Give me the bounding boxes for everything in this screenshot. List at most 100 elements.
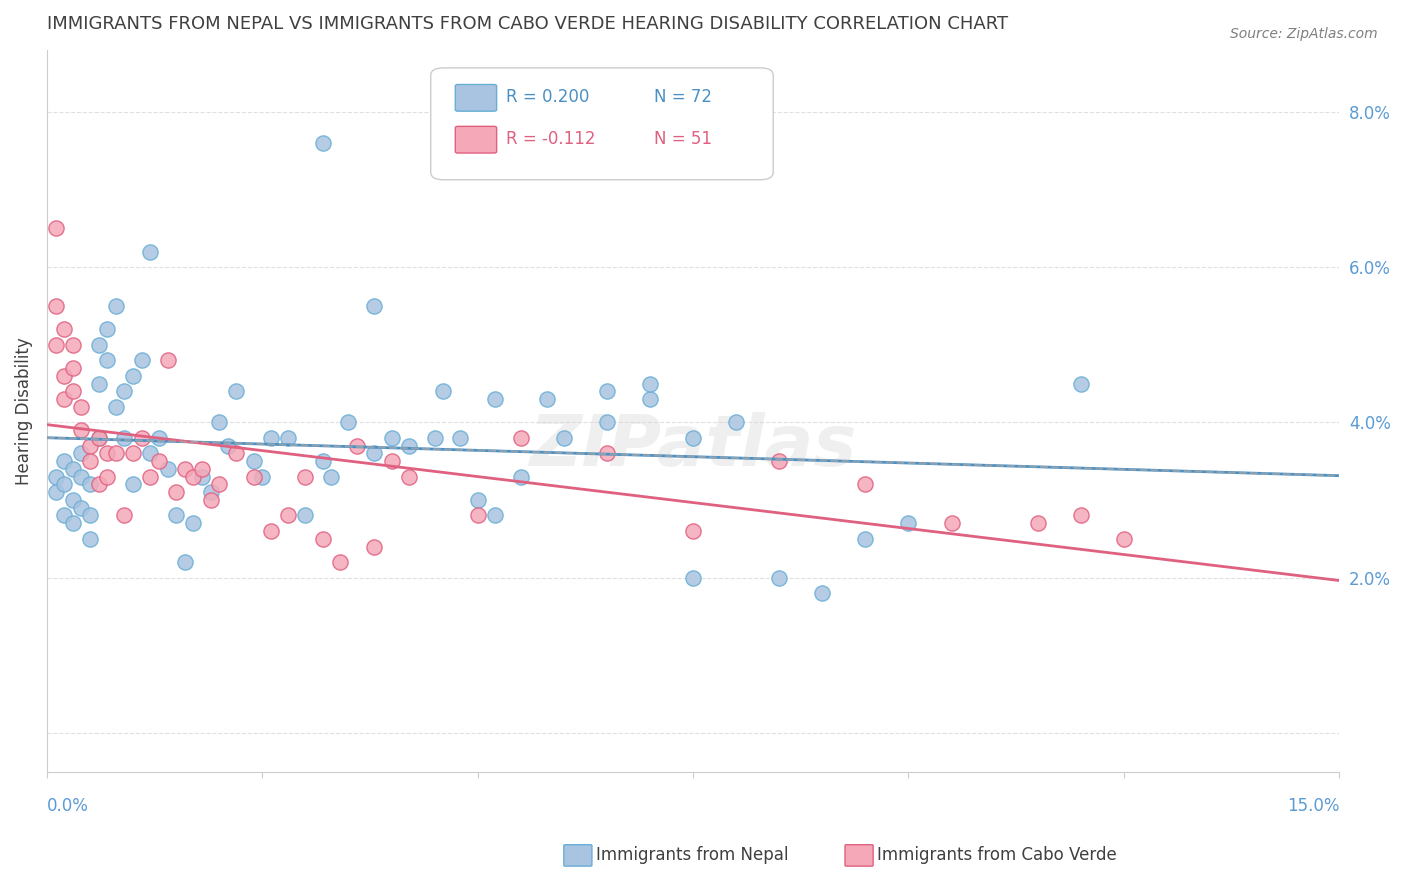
Point [79,532,101,546]
Point [941,516,963,531]
Point [467,492,489,507]
Point [191,462,214,476]
Point [277,431,299,445]
Point [596,384,619,399]
Point [596,415,619,429]
Text: R = -0.112: R = -0.112 [506,130,595,148]
Point [70,423,93,437]
Point [294,469,316,483]
Point [70,469,93,483]
Point [363,540,385,554]
Point [208,477,231,491]
Point [156,462,179,476]
Point [173,462,195,476]
Point [139,469,162,483]
Point [484,392,506,406]
Point [148,431,170,445]
Point [44,337,66,351]
Point [87,337,110,351]
Point [1070,508,1092,523]
Point [79,477,101,491]
Point [53,508,76,523]
Point [44,221,66,235]
Point [62,516,84,531]
Point [87,431,110,445]
Point [242,469,264,483]
Point [183,516,205,531]
Point [398,439,420,453]
Point [380,454,402,468]
Point [53,322,76,336]
Point [62,361,84,376]
Point [53,368,76,383]
Point [811,586,834,600]
Point [225,384,247,399]
Point [53,392,76,406]
Point [131,431,153,445]
Point [1070,376,1092,391]
Point [96,446,118,460]
Point [398,469,420,483]
Point [122,368,145,383]
Point [346,439,368,453]
Point [173,555,195,569]
Point [139,446,162,460]
Text: ZIPatlas: ZIPatlas [530,412,856,482]
Point [509,431,531,445]
Y-axis label: Hearing Disability: Hearing Disability [15,337,32,484]
Point [768,454,790,468]
Text: Immigrants from Nepal: Immigrants from Nepal [596,847,789,864]
Point [114,431,136,445]
Text: 0.0%: 0.0% [46,797,89,814]
Point [104,400,127,414]
Point [183,469,205,483]
Point [191,469,214,483]
Point [87,477,110,491]
Point [432,384,454,399]
Point [260,524,283,538]
Point [242,454,264,468]
Point [638,392,661,406]
Text: IMMIGRANTS FROM NEPAL VS IMMIGRANTS FROM CABO VERDE HEARING DISABILITY CORRELATI: IMMIGRANTS FROM NEPAL VS IMMIGRANTS FROM… [46,15,1008,33]
Point [53,454,76,468]
Point [855,477,877,491]
Point [855,532,877,546]
Point [536,392,558,406]
Point [208,415,231,429]
Point [217,439,239,453]
Point [311,136,333,150]
Point [311,532,333,546]
Point [725,415,748,429]
Point [87,376,110,391]
Point [62,337,84,351]
Point [423,431,446,445]
Point [484,508,506,523]
Point [467,508,489,523]
Point [337,415,360,429]
Point [252,469,274,483]
Text: Immigrants from Cabo Verde: Immigrants from Cabo Verde [877,847,1118,864]
Point [139,244,162,259]
Point [596,446,619,460]
Point [96,353,118,368]
FancyBboxPatch shape [430,68,773,180]
Point [165,485,187,500]
Text: R = 0.200: R = 0.200 [506,88,589,106]
Point [225,446,247,460]
Point [311,454,333,468]
Text: Source: ZipAtlas.com: Source: ZipAtlas.com [1230,27,1378,41]
Point [553,431,575,445]
Point [44,469,66,483]
Point [449,431,471,445]
Text: 15.0%: 15.0% [1286,797,1340,814]
Point [897,516,920,531]
Point [122,446,145,460]
Point [79,508,101,523]
Point [96,469,118,483]
Text: N = 51: N = 51 [654,130,713,148]
Point [79,454,101,468]
Point [131,353,153,368]
Point [277,508,299,523]
Point [200,492,222,507]
Point [114,384,136,399]
